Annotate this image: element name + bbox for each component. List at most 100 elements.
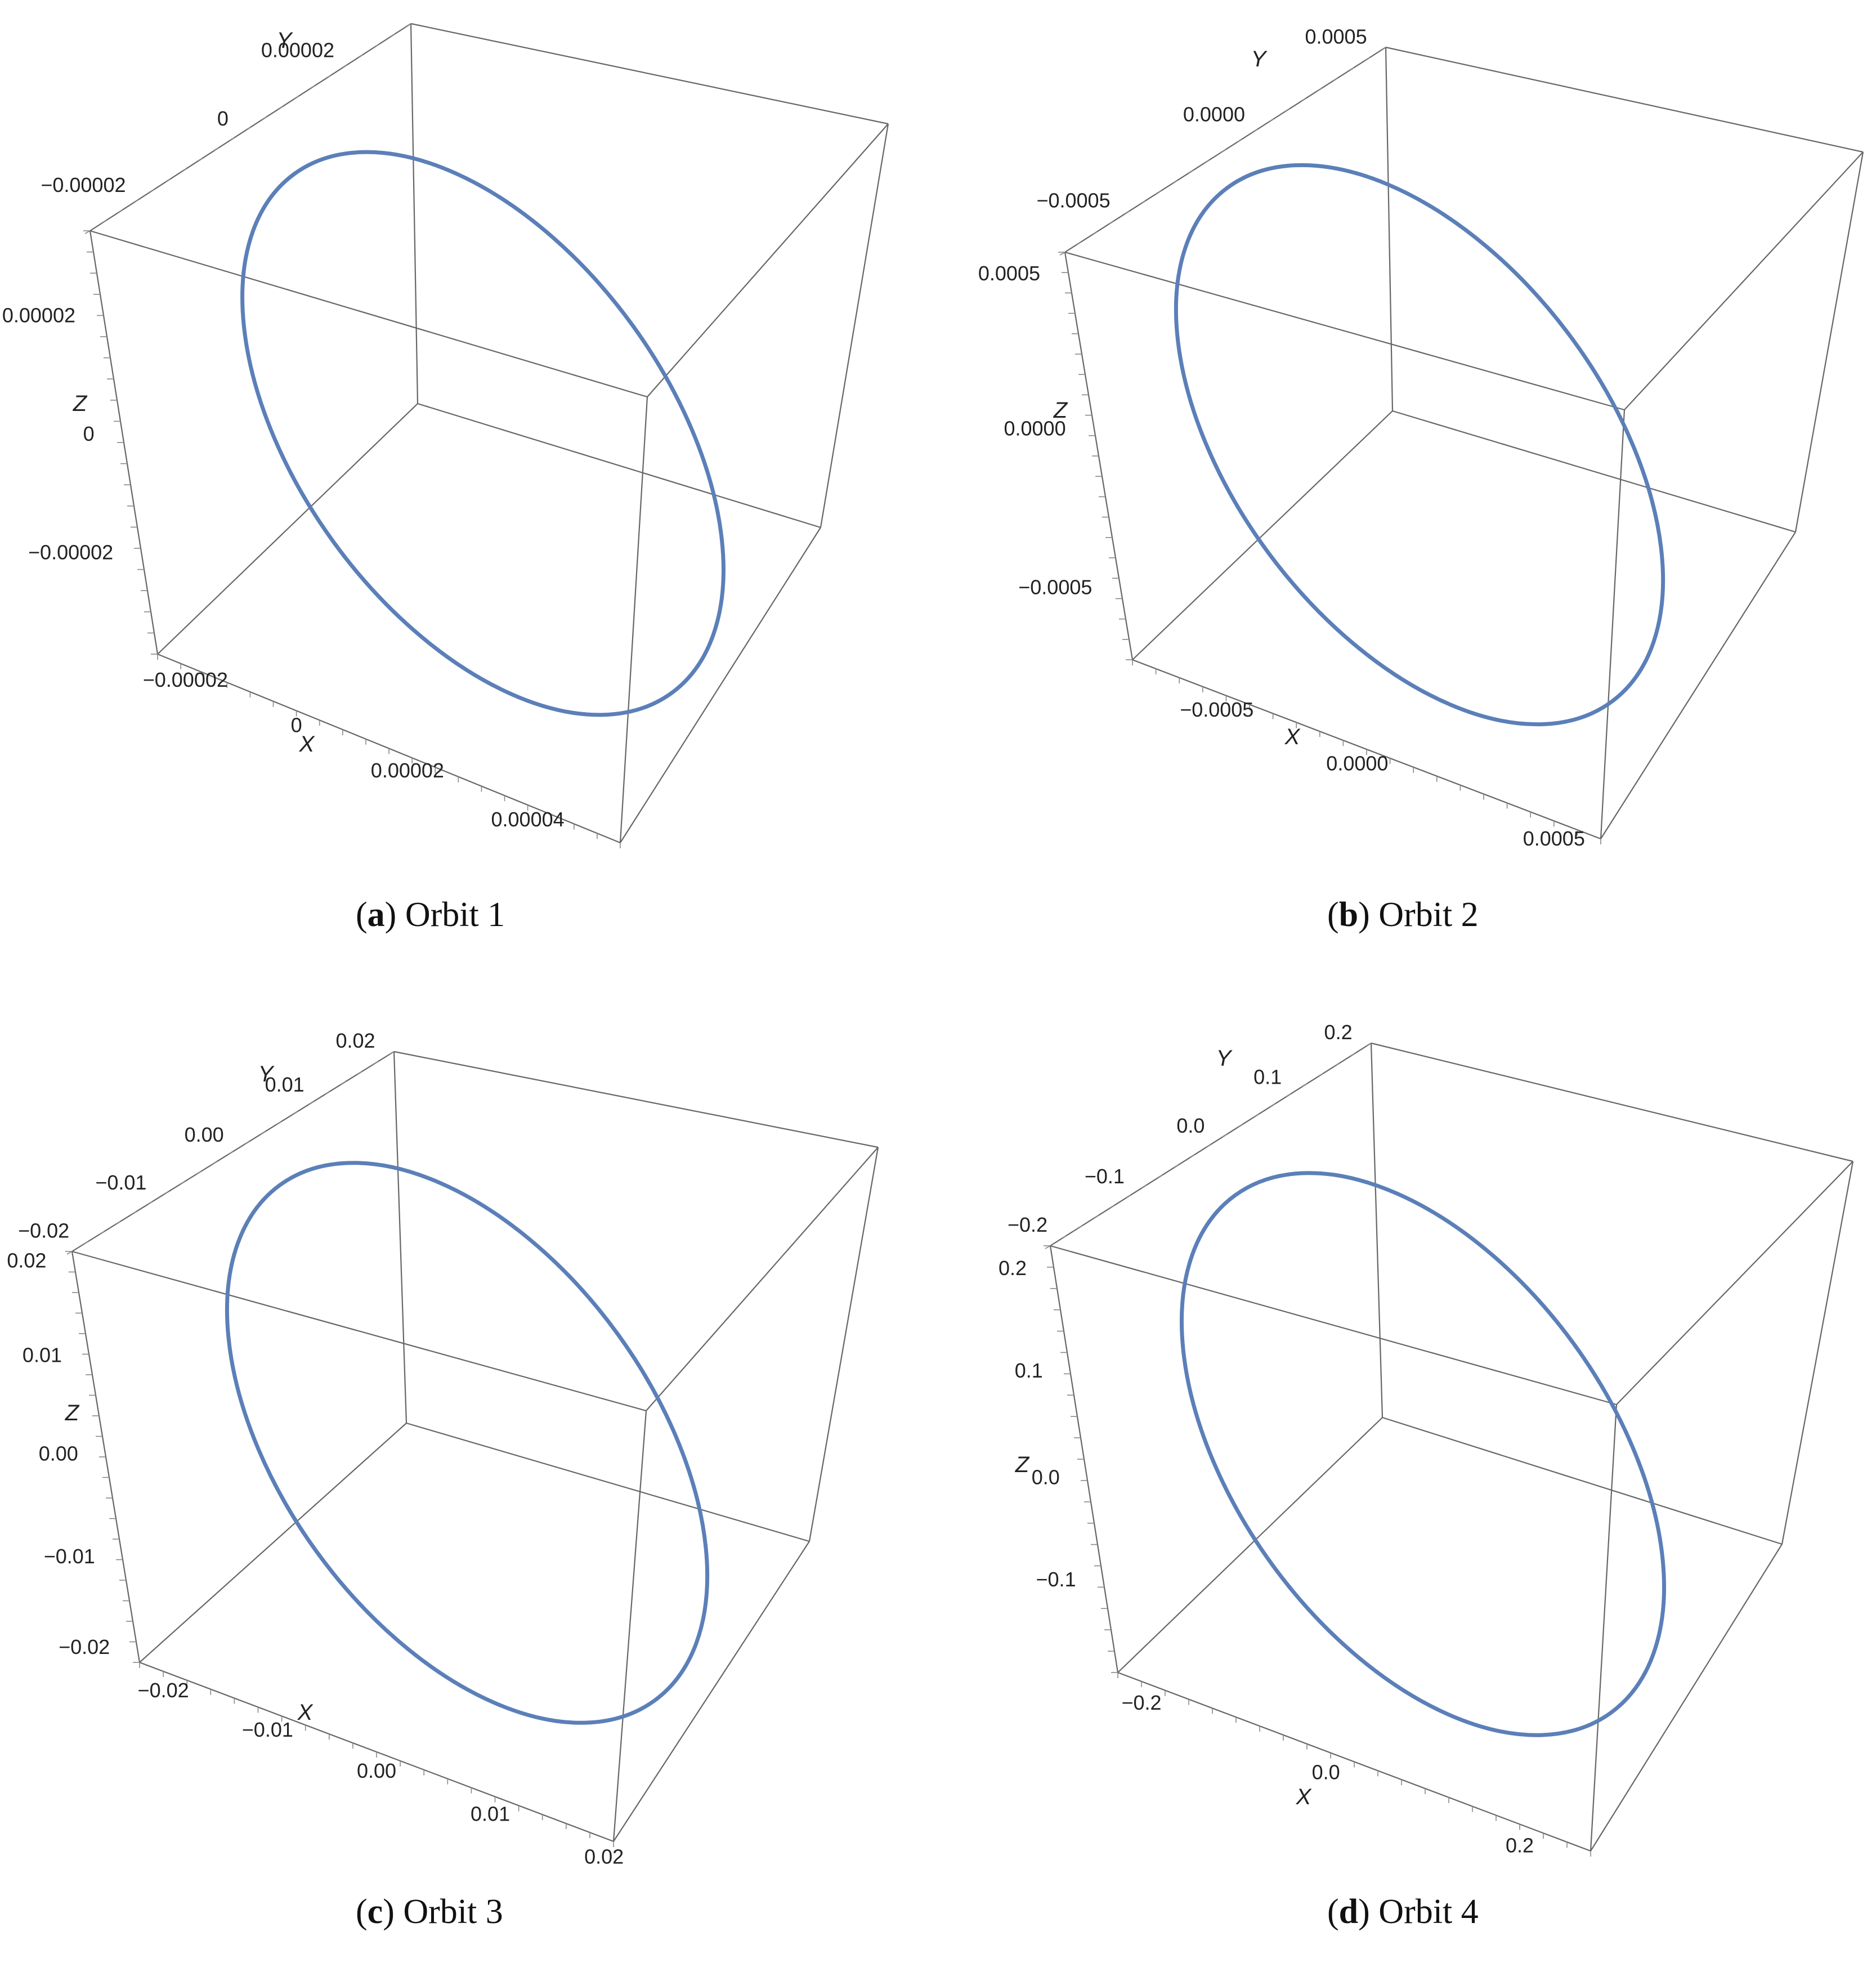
z-tick-label: −0.01 — [44, 1545, 95, 1568]
x-tick-label: 0.0005 — [1523, 827, 1585, 850]
axis-tick — [1172, 180, 1177, 184]
axis-tick — [84, 230, 91, 234]
box-edge — [393, 1051, 408, 1424]
axis-tick — [101, 220, 106, 224]
box-edge — [1590, 1404, 1618, 1852]
axis-tick — [212, 1161, 217, 1165]
axis-tick — [244, 1141, 249, 1145]
x-tick-label: 0 — [291, 714, 302, 737]
axis-tick — [1204, 159, 1210, 163]
axis-tick — [405, 23, 411, 27]
y-tick-label: 0.02 — [335, 1029, 375, 1052]
axis-tick — [1189, 1154, 1195, 1158]
axis-tick — [1156, 190, 1162, 194]
box-edge — [820, 123, 889, 528]
axis-tick — [276, 1121, 282, 1125]
x-axis-label: X — [299, 732, 315, 757]
axis-tick — [1286, 1093, 1291, 1097]
x-tick-label: 0.2 — [1506, 1834, 1534, 1857]
axis-tick — [1301, 1083, 1308, 1087]
y-tick-label: −0.0005 — [1036, 189, 1110, 212]
axis-tick — [1157, 1174, 1163, 1178]
axis-tick — [98, 1231, 105, 1235]
axis-tick — [165, 178, 171, 182]
box-edge — [1781, 1161, 1854, 1545]
axis-tick — [1109, 1205, 1115, 1209]
y-tick-label: 0.00 — [185, 1123, 224, 1146]
axis-tick — [1125, 1195, 1131, 1199]
orbit-plot-a: −0.00002 0 0.00002 0.00004 −0.00002 0 0.00002 0… — [2, 23, 889, 848]
axis-tick — [1140, 200, 1145, 204]
axis-tick — [292, 1111, 298, 1115]
box-edge — [1050, 1245, 1617, 1406]
box-edge — [139, 1423, 407, 1663]
axis-tick — [229, 137, 235, 141]
axis-tick — [1364, 57, 1370, 61]
orbit-curve — [240, 150, 726, 717]
axis-tick — [1045, 1245, 1051, 1249]
y-axis-label: Y — [258, 1062, 275, 1086]
caption-d: (d) Orbit 4 — [1327, 1893, 1479, 1931]
box-edge — [417, 403, 821, 529]
axis-tick — [115, 1221, 121, 1225]
x-axis-label: X — [297, 1700, 314, 1725]
z-axis-label: Z — [65, 1401, 80, 1425]
box-edge — [619, 396, 648, 843]
box-edge — [406, 1422, 810, 1542]
caption-letter-a: a — [367, 896, 385, 934]
y-tick-label: 0 — [217, 107, 229, 130]
z-tick-label: 0.02 — [7, 1249, 46, 1272]
axis-tick — [1141, 1184, 1147, 1188]
axis-tick — [1076, 242, 1081, 245]
axis-tick — [1268, 118, 1274, 123]
box-edge — [613, 1541, 810, 1842]
axis-tick — [1332, 77, 1338, 82]
axis-tick — [147, 1201, 153, 1205]
box-edge — [808, 1147, 879, 1542]
axis-tick — [308, 1101, 314, 1105]
z-tick-label: 0.1 — [1015, 1359, 1043, 1382]
box-edge — [410, 23, 419, 404]
y-tick-label: −0.02 — [18, 1219, 69, 1242]
axis-tick — [197, 158, 203, 162]
box-edge — [1794, 151, 1864, 533]
axis-tick — [341, 64, 347, 69]
x-tick-label: −0.00002 — [143, 668, 228, 691]
axis-tick — [1173, 1164, 1179, 1168]
box-edge — [1600, 531, 1796, 839]
axis-tick — [373, 44, 379, 48]
axis-tick — [1237, 1124, 1243, 1128]
axis-tick — [1236, 139, 1242, 143]
y-axis-label: Y — [1216, 1046, 1233, 1071]
y-axis-label: Y — [277, 28, 294, 53]
box-edge — [1385, 46, 1864, 153]
y-tick-label: −0.1 — [1085, 1165, 1125, 1188]
caption-letter-b: b — [1338, 896, 1359, 934]
y-tick-label: 0.0005 — [1305, 25, 1367, 48]
axis-tick — [1091, 231, 1098, 235]
axis-tick — [1318, 1073, 1323, 1077]
axis-tick — [66, 1251, 73, 1255]
y-tick-label: −0.2 — [1008, 1213, 1047, 1236]
y-tick-label: −0.00002 — [41, 173, 126, 196]
x-tick-label: 0.00 — [357, 1759, 396, 1782]
panel-a: −0.00002 0 0.00002 0.00004 −0.00002 0 0.00002 0… — [0, 0, 938, 981]
axis-tick — [340, 1081, 346, 1085]
caption-c: (c) Orbit 3 — [356, 1893, 503, 1931]
z-tick-label: 0.0 — [1032, 1465, 1060, 1488]
axis-tick — [1350, 1053, 1355, 1057]
axis-tick — [277, 106, 283, 110]
axis-tick — [83, 1241, 88, 1245]
caption-text-c: Orbit 3 — [403, 1893, 503, 1931]
axis-tick — [133, 199, 138, 203]
axis-tick — [373, 1061, 378, 1065]
axis-tick — [1077, 1225, 1083, 1229]
axis-tick — [179, 1181, 185, 1185]
z-tick-label: 0.0000 — [1004, 417, 1065, 440]
axis-tick — [1123, 211, 1130, 214]
x-tick-label: −0.02 — [138, 1679, 189, 1702]
box-edge — [89, 230, 648, 398]
box-edge — [620, 527, 821, 843]
axis-tick — [213, 147, 219, 151]
box-edge — [1132, 410, 1393, 660]
